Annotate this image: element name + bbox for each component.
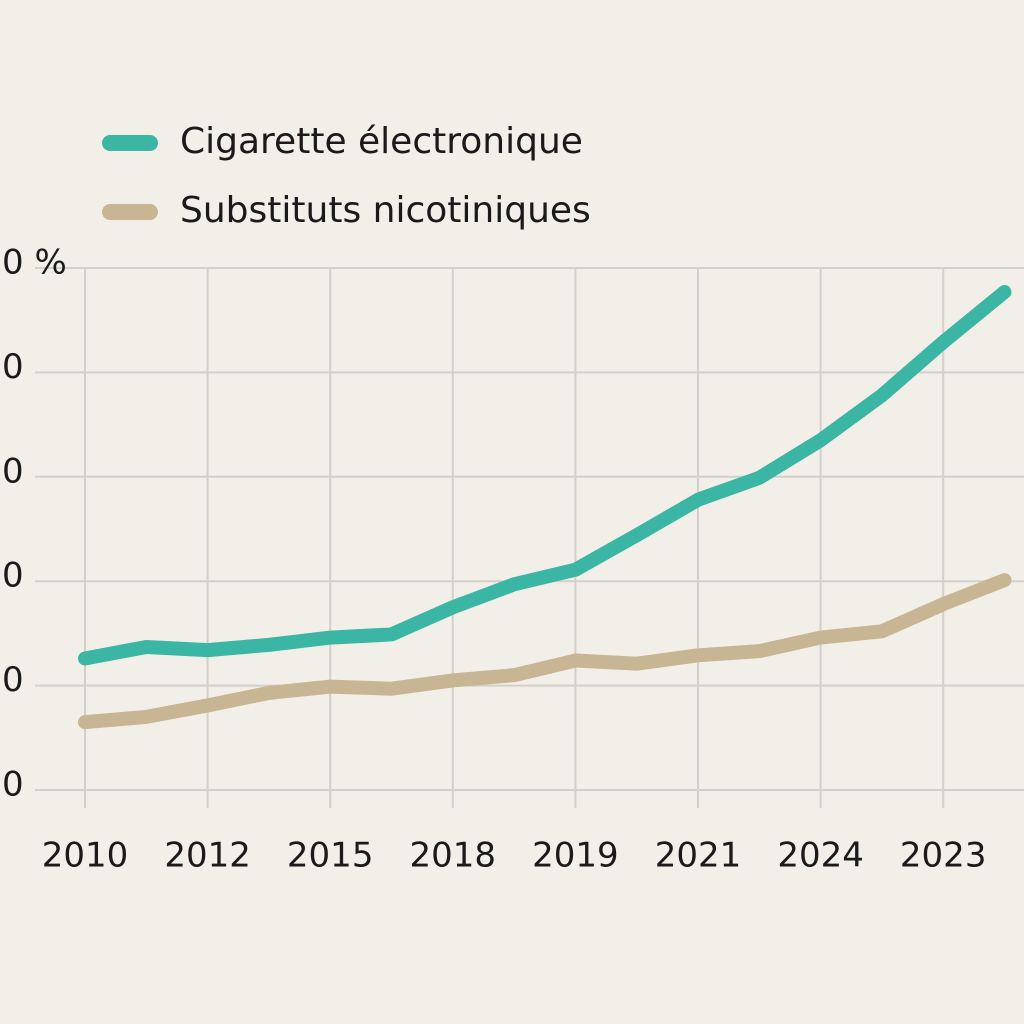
x-tick-label: 2019	[532, 836, 619, 876]
y-tick-label: 0	[2, 765, 24, 805]
x-tick-label: 2021	[655, 836, 742, 876]
y-tick-label: 0 %	[2, 243, 67, 283]
y-tick-label: 0	[2, 451, 24, 491]
x-tick-label: 2023	[900, 836, 987, 876]
series-line	[78, 573, 1012, 730]
y-tick-label: 0	[2, 347, 24, 387]
legend-label: Substituts nicotiniques	[180, 190, 591, 231]
x-tick-label: 2024	[777, 836, 864, 876]
lines	[78, 285, 1012, 730]
x-tick-label: 2018	[410, 836, 497, 876]
x-tick-label: 2012	[164, 836, 251, 876]
legend: Cigarette électronique Substituts nicotin…	[102, 121, 591, 231]
legend-label: Cigarette électronique	[180, 121, 583, 162]
x-tick-label: 2010	[42, 836, 129, 876]
y-tick-label: 0	[2, 556, 24, 596]
series-line	[78, 285, 1012, 666]
y-tick-label: 0	[2, 660, 24, 700]
grid: 0 0 0 0 0 0 % 2010 2012 2015 2018 2019 2021 2024 2023	[2, 243, 1024, 876]
x-tick-label: 2015	[287, 836, 374, 876]
